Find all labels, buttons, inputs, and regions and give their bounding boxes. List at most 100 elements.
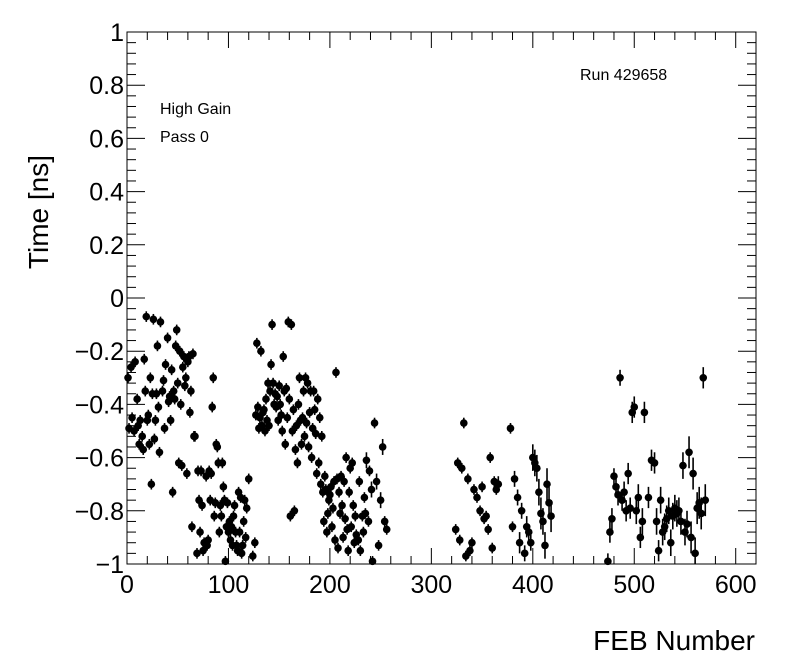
data-point	[650, 452, 659, 474]
data-point	[543, 468, 551, 501]
data-point	[473, 492, 481, 503]
point-marker	[517, 507, 526, 515]
data-point	[464, 473, 472, 485]
point-marker	[151, 416, 160, 425]
data-point	[374, 540, 383, 551]
data-point	[340, 476, 348, 487]
data-point	[524, 524, 533, 541]
point-marker	[355, 477, 364, 486]
annotation-pass: Pass 0	[160, 129, 209, 146]
data-point	[338, 500, 346, 511]
annotation-run: Run 429658	[580, 67, 667, 84]
data-point	[482, 510, 490, 522]
data-point	[181, 380, 189, 392]
point-marker	[462, 552, 470, 560]
point-marker	[650, 459, 659, 467]
data-point	[351, 510, 360, 522]
data-point	[269, 377, 277, 389]
data-point	[155, 446, 164, 458]
point-marker	[139, 445, 148, 454]
y-tick-label: 0.4	[89, 179, 124, 207]
point-marker	[199, 546, 207, 555]
data-point	[286, 510, 295, 522]
point-marker	[697, 509, 706, 518]
point-marker	[210, 512, 219, 520]
data-point	[687, 521, 695, 554]
data-point	[355, 476, 364, 487]
data-point	[254, 401, 262, 413]
point-marker	[638, 517, 647, 526]
point-marker	[640, 408, 649, 417]
data-point	[517, 502, 526, 519]
data-point	[455, 534, 464, 546]
data-point	[701, 484, 710, 517]
point-marker	[215, 528, 224, 536]
point-marker	[147, 480, 156, 489]
x-tick-label: 200	[309, 571, 351, 599]
data-point	[178, 361, 187, 373]
point-marker	[543, 480, 551, 489]
point-marker	[167, 366, 176, 374]
y-tick-label: −0.4	[75, 391, 124, 419]
data-point	[380, 516, 389, 527]
point-marker	[614, 491, 622, 499]
data-point	[176, 399, 185, 410]
point-marker	[484, 525, 492, 534]
point-marker	[457, 464, 466, 473]
point-marker	[328, 522, 336, 531]
point-marker	[253, 339, 261, 348]
y-tick-label: −0.8	[75, 498, 124, 526]
point-marker	[171, 342, 180, 350]
data-point	[349, 500, 358, 511]
point-marker	[533, 464, 541, 473]
data-point	[614, 484, 622, 506]
data-point	[293, 457, 302, 469]
data-point	[196, 526, 204, 538]
point-marker	[468, 538, 476, 547]
point-marker	[235, 528, 244, 536]
data-point	[158, 385, 167, 397]
point-marker	[354, 536, 363, 544]
data-point	[240, 494, 249, 506]
point-marker	[204, 536, 212, 544]
point-marker	[219, 483, 228, 491]
data-point	[288, 425, 297, 437]
data-point	[175, 345, 184, 357]
data-point	[508, 521, 517, 533]
data-point	[253, 337, 261, 349]
data-point	[257, 345, 265, 357]
data-point	[213, 441, 222, 453]
point-marker	[169, 387, 178, 395]
point-marker	[293, 459, 302, 467]
data-point	[329, 502, 337, 514]
data-point	[451, 524, 460, 535]
point-marker	[494, 480, 503, 489]
point-marker	[223, 499, 232, 507]
data-point	[691, 537, 699, 564]
data-point	[127, 361, 135, 373]
point-marker	[196, 528, 204, 536]
point-marker	[186, 408, 194, 417]
point-marker	[163, 334, 172, 342]
point-marker	[135, 440, 143, 449]
point-marker	[515, 538, 524, 547]
point-marker	[130, 427, 138, 435]
y-tick-label: −1	[95, 551, 124, 579]
x-axis-label: FEB Number	[593, 625, 755, 656]
point-marker	[216, 501, 225, 510]
data-point	[283, 412, 292, 424]
data-point	[186, 407, 194, 418]
point-marker	[644, 493, 653, 502]
data-point	[172, 324, 181, 336]
point-marker	[283, 413, 292, 422]
data-point	[135, 438, 143, 450]
data-point	[227, 521, 236, 533]
data-point	[251, 537, 259, 549]
point-marker	[142, 312, 151, 321]
data-point	[153, 340, 162, 352]
point-marker	[304, 443, 313, 451]
data-point	[173, 377, 182, 389]
data-point	[249, 550, 257, 562]
point-marker	[187, 387, 195, 395]
point-marker	[241, 533, 250, 542]
